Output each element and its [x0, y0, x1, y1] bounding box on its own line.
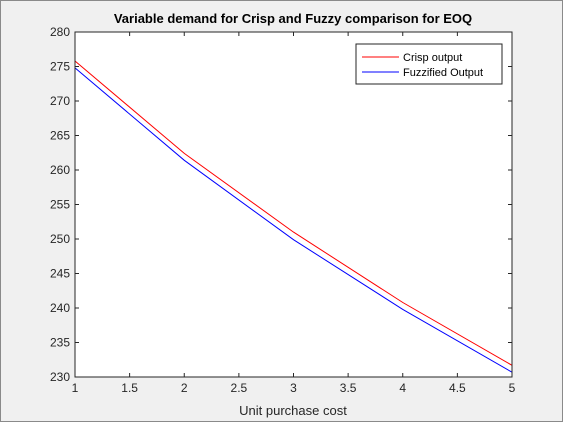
series-line — [74, 67, 513, 373]
y-tick-label: 275 — [50, 60, 70, 74]
plot-area — [75, 32, 512, 377]
x-tick-label: 2 — [181, 381, 188, 395]
y-tick-label: 260 — [50, 163, 70, 177]
series-line — [74, 60, 513, 366]
y-tick-label: 240 — [50, 301, 70, 315]
x-tick-label: 4 — [399, 381, 406, 395]
y-tick-label: 245 — [50, 267, 70, 281]
y-tick-label: 255 — [50, 198, 70, 212]
x-tick-label: 2.5 — [231, 381, 248, 395]
x-tick-label: 3 — [290, 381, 297, 395]
x-tick-label: 1 — [72, 381, 79, 395]
chart-title: Variable demand for Crisp and Fuzzy comp… — [114, 11, 472, 26]
y-tick-label: 230 — [50, 370, 70, 384]
x-tick-label: 1.5 — [121, 381, 138, 395]
legend: Crisp output Fuzzified Output — [355, 43, 503, 85]
y-tick-label: 265 — [50, 129, 70, 143]
x-tick-label: 5 — [509, 381, 516, 395]
y-tick-label: 235 — [50, 336, 70, 350]
y-tick-label: 280 — [50, 25, 70, 39]
x-tick-label: 3.5 — [340, 381, 357, 395]
y-tick-label: 250 — [50, 232, 70, 246]
plot-frame — [74, 31, 513, 378]
x-axis-label: Unit purchase cost — [239, 403, 347, 418]
legend-box — [355, 43, 503, 85]
x-tick-label: 4.5 — [449, 381, 466, 395]
legend-entry: Crisp output — [403, 52, 462, 64]
y-tick-label: 270 — [50, 94, 70, 108]
legend-entry: Fuzzified Output — [403, 67, 483, 79]
